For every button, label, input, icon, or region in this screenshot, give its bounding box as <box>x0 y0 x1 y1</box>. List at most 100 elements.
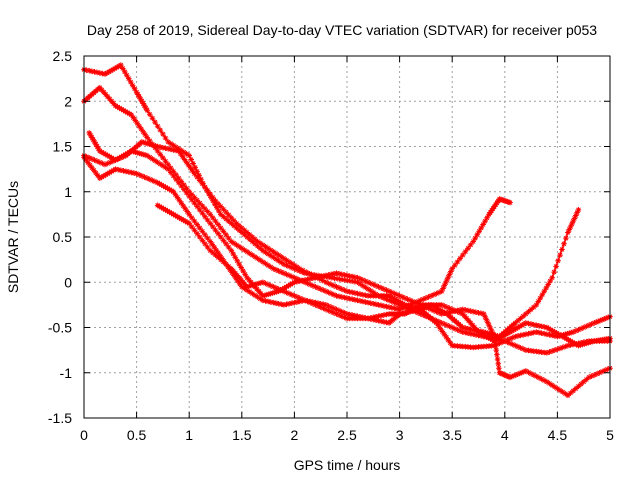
data-point <box>95 172 101 179</box>
y-tick-label: 0 <box>64 274 72 290</box>
data-point <box>515 371 521 377</box>
data-point <box>172 191 179 198</box>
chart-title: Day 258 of 2019, Sidereal Day-to-day VTE… <box>87 22 597 38</box>
data-point <box>391 299 398 306</box>
data-point <box>262 298 269 304</box>
data-point <box>91 157 98 163</box>
data-point <box>499 333 505 340</box>
data-point <box>211 244 217 250</box>
data-point <box>104 70 110 76</box>
data-point <box>348 278 354 284</box>
data-point <box>459 311 466 317</box>
data-point <box>573 341 580 348</box>
data-point <box>270 283 277 290</box>
data-point <box>386 304 392 310</box>
data-point <box>349 273 356 280</box>
data-point <box>439 328 446 335</box>
data-point <box>533 373 540 380</box>
data-point <box>470 238 477 245</box>
data-point <box>132 149 139 155</box>
data-point <box>287 281 294 288</box>
data-point <box>352 296 358 303</box>
data-point <box>465 330 471 336</box>
data-point <box>509 373 515 380</box>
data-point <box>167 165 174 171</box>
data-point <box>423 295 429 301</box>
data-point <box>267 252 274 259</box>
data-point <box>530 329 537 336</box>
data-point <box>204 244 211 250</box>
data-point <box>217 225 224 231</box>
data-point <box>186 188 192 195</box>
data-point <box>507 374 513 381</box>
data-point <box>569 339 576 346</box>
data-point <box>501 332 507 339</box>
data-point <box>189 224 195 230</box>
data-point <box>285 282 292 289</box>
data-point <box>173 147 179 154</box>
data-point <box>316 276 323 282</box>
data-point <box>184 208 191 215</box>
data-point <box>191 227 198 234</box>
data-point <box>467 320 474 326</box>
data-point <box>254 243 261 249</box>
data-point <box>231 222 237 229</box>
data-point <box>513 325 519 332</box>
data-point <box>515 324 521 331</box>
data-point <box>452 325 458 332</box>
data-point <box>315 285 321 291</box>
data-point <box>509 341 516 348</box>
data-point <box>106 96 113 102</box>
series-satellite-4 <box>81 154 582 340</box>
data-point <box>160 183 167 189</box>
data-point <box>394 306 400 312</box>
data-point <box>241 285 248 292</box>
data-point <box>478 225 484 231</box>
data-point <box>375 283 382 290</box>
data-point <box>289 280 296 287</box>
data-point <box>286 272 292 279</box>
data-point <box>567 338 574 344</box>
data-point <box>378 318 384 325</box>
data-point <box>158 182 165 188</box>
data-point <box>288 300 295 306</box>
data-point <box>246 289 253 295</box>
data-point <box>511 326 517 333</box>
data-point <box>228 220 235 227</box>
data-point <box>217 211 224 218</box>
data-point <box>567 342 574 348</box>
axis-ticks: 0 0.5 1 1.5 2 2.5 3 3.5 4 4.5 5 -1.5 -1 -0.5 0 0.5 1 1.5 2… <box>48 48 614 443</box>
data-point <box>338 313 345 319</box>
data-point <box>386 297 392 304</box>
data-point <box>383 296 390 303</box>
data-point <box>559 333 566 340</box>
data-point <box>359 277 366 283</box>
data-point <box>262 280 269 287</box>
data-point <box>236 274 242 281</box>
data-point <box>507 329 513 335</box>
data-point <box>225 244 232 250</box>
data-point <box>154 123 161 129</box>
data-point <box>454 308 461 315</box>
data-point <box>504 337 511 343</box>
data-point <box>296 278 303 284</box>
data-point <box>495 336 502 342</box>
data-point <box>87 132 94 138</box>
data-point <box>176 197 183 204</box>
data-point <box>126 110 133 117</box>
data-point <box>182 205 189 212</box>
data-point <box>530 372 537 378</box>
data-point <box>162 158 169 165</box>
data-point <box>249 234 256 240</box>
data-point <box>233 275 239 282</box>
data-point <box>302 277 308 283</box>
data-point <box>170 188 177 195</box>
data-point <box>315 303 321 309</box>
data-point <box>144 140 151 147</box>
data-point <box>470 331 477 338</box>
data-point <box>578 325 584 332</box>
data-point <box>139 98 145 105</box>
data-point <box>500 371 507 378</box>
data-point <box>267 282 274 289</box>
data-point <box>154 159 161 166</box>
